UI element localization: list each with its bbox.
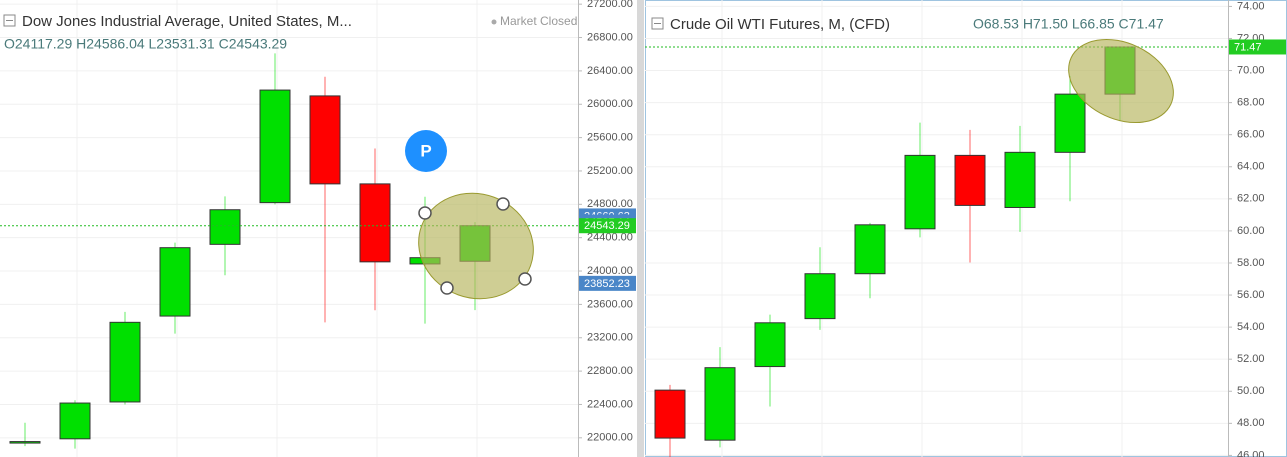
y-tick-label: 54.00 — [1237, 321, 1265, 333]
left-drawing: P — [404, 130, 549, 314]
candle-body — [309, 95, 341, 185]
y-tick-label: 64.00 — [1237, 161, 1265, 173]
chart-title: Crude Oil WTI Futures, M, (CFD) — [670, 16, 890, 33]
y-tick-label: 66.00 — [1237, 129, 1265, 141]
y-tick-label: 26400.00 — [587, 65, 633, 77]
candle-body — [259, 89, 291, 204]
candle-body — [904, 154, 936, 230]
candle-body — [704, 367, 736, 441]
price-marker-label: 23852.23 — [584, 278, 630, 290]
handle[interactable] — [496, 197, 510, 211]
ohlc: O68.53 H71.50 L66.85 C71.47 — [973, 16, 1164, 32]
y-tick-label: 22800.00 — [587, 365, 633, 377]
y-tick-label: 24800.00 — [587, 198, 633, 210]
price-marker — [579, 275, 636, 291]
y-tick-label: 23200.00 — [587, 332, 633, 344]
market-status: Market Closed — [500, 14, 577, 28]
price-marker — [579, 218, 636, 234]
handle[interactable] — [440, 281, 454, 295]
candle-body — [804, 273, 836, 320]
annotation-label: P — [420, 141, 431, 160]
y-tick-label: 24400.00 — [587, 232, 633, 244]
ellipse-drawing[interactable] — [1055, 23, 1187, 138]
annotation-icon[interactable] — [405, 130, 447, 172]
chart-title: Dow Jones Industrial Average, United Sta… — [22, 13, 352, 30]
left-header: Dow Jones Industrial Average, United Sta… — [3, 13, 577, 52]
y-tick-label: 60.00 — [1237, 225, 1265, 237]
y-tick-label: 46.00 — [1237, 449, 1265, 457]
y-tick-label: 56.00 — [1237, 289, 1265, 301]
price-marker-label: 71.47 — [1234, 41, 1262, 53]
collapse-icon[interactable] — [651, 17, 664, 30]
right-header: Crude Oil WTI Futures, M, (CFD) O68.53 H… — [651, 16, 1164, 33]
status-dot — [491, 19, 497, 25]
candle-body — [359, 183, 391, 263]
panel-divider — [637, 0, 644, 457]
candle-body — [954, 154, 986, 206]
candle-body — [654, 389, 686, 439]
y-tick-label: 26000.00 — [587, 98, 633, 110]
price-marker-label: 24543.29 — [584, 220, 630, 232]
candle-body — [159, 247, 191, 317]
y-tick-label: 58.00 — [1237, 257, 1265, 269]
y-tick-label: 62.00 — [1237, 193, 1265, 205]
y-tick-label: 25200.00 — [587, 165, 633, 177]
candle-body — [854, 224, 886, 275]
candle-body — [59, 402, 91, 440]
y-tick-label: 48.00 — [1237, 417, 1265, 429]
candle-body — [109, 321, 141, 403]
y-tick-label: 50.00 — [1237, 385, 1265, 397]
y-tick-label: 24000.00 — [587, 265, 633, 277]
candle-body — [1004, 151, 1036, 208]
right-drawing — [1055, 23, 1187, 138]
handle[interactable] — [418, 206, 432, 220]
collapse-icon[interactable] — [3, 14, 16, 27]
y-tick-label: 27200.00 — [587, 0, 633, 10]
y-tick-label: 74.00 — [1237, 0, 1265, 12]
y-tick-label: 25600.00 — [587, 132, 633, 144]
price-marker — [1229, 39, 1286, 55]
y-tick-label: 68.00 — [1237, 97, 1265, 109]
y-tick-label: 26800.00 — [587, 31, 633, 43]
candle-body — [1054, 93, 1086, 153]
candle-body — [209, 209, 241, 245]
candle-body — [9, 441, 41, 444]
y-tick-label: 23600.00 — [587, 298, 633, 310]
candle-body — [754, 322, 786, 368]
y-tick-label: 52.00 — [1237, 353, 1265, 365]
y-tick-label: 22000.00 — [587, 432, 633, 444]
ellipse-drawing[interactable] — [404, 177, 549, 314]
handle[interactable] — [518, 272, 532, 286]
ohlc: O24117.29 H24586.04 L23531.31 C24543.29 — [4, 36, 287, 52]
y-tick-label: 22400.00 — [587, 398, 633, 410]
y-tick-label: 70.00 — [1237, 64, 1265, 76]
